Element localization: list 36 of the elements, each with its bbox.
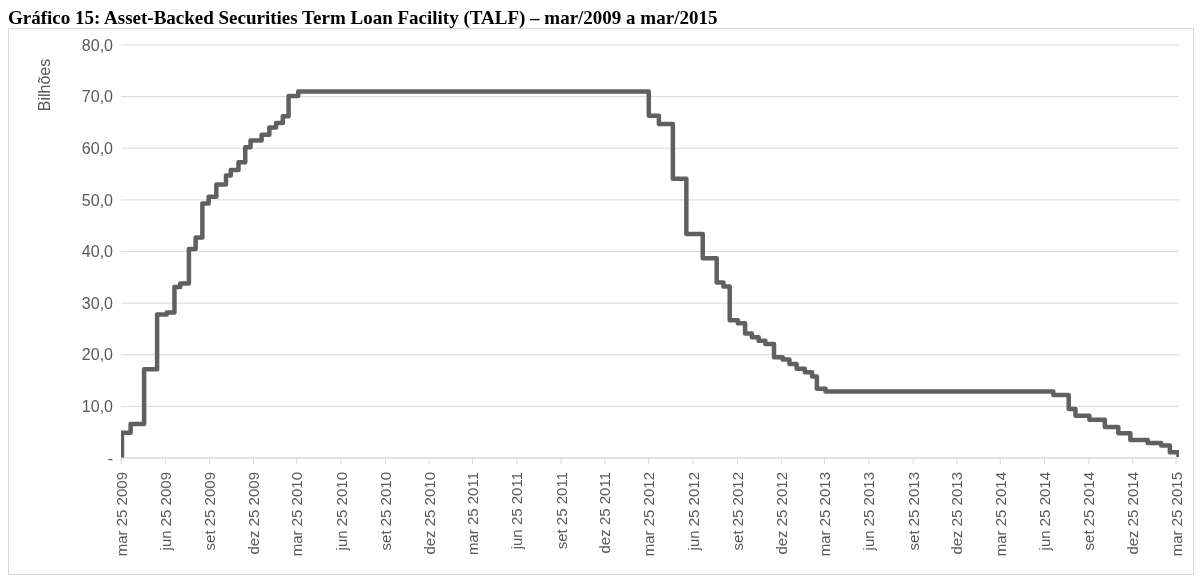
x-tick-label: set 25 2011	[552, 472, 570, 550]
x-tick-label: mar 25 2014	[991, 472, 1009, 557]
x-tick-label: dez 25 2010	[420, 472, 438, 555]
x-tick-label: dez 25 2013	[948, 472, 966, 555]
x-tick-label: jun 25 2009	[156, 472, 174, 552]
chart-title: Gráfico 15: Asset-Backed Securities Term Loan Facility (TALF) – mar/2009 a mar/2015	[8, 7, 719, 28]
x-tick-label: jun 25 2012	[684, 472, 702, 552]
y-tick-label: 50,0	[81, 191, 114, 209]
x-tick-label: jun 25 2014	[1036, 472, 1054, 552]
x-tick-label: mar 25 2010	[288, 472, 306, 557]
x-tick-label: set 25 2010	[376, 472, 394, 551]
y-axis-title: Bilhões	[36, 58, 54, 112]
x-tick-label: dez 25 2011	[596, 472, 614, 554]
y-tick-label: 70,0	[81, 88, 114, 106]
x-tick-label: mar 25 2011	[464, 472, 482, 556]
x-tick-label: set 25 2013	[904, 472, 922, 551]
x-tick-label: dez 25 2014	[1124, 472, 1142, 555]
x-tick-label: dez 25 2009	[244, 472, 262, 555]
y-tick-label: 10,0	[81, 398, 114, 416]
x-tick-label: set 25 2012	[728, 472, 746, 551]
x-tick-label: dez 25 2012	[772, 472, 790, 555]
x-tick-label: jun 25 2013	[860, 472, 878, 552]
x-tick-label: mar 25 2013	[816, 472, 834, 557]
x-tick-label: mar 25 2009	[112, 472, 130, 557]
y-tick-label: 20,0	[81, 346, 114, 364]
y-tick-label: 40,0	[81, 243, 114, 261]
x-tick-label: set 25 2009	[201, 472, 219, 551]
x-tick-label: mar 25 2015	[1167, 472, 1185, 557]
x-tick-label: jun 25 2011	[508, 472, 526, 551]
y-tick-label: 30,0	[81, 294, 114, 312]
x-tick-label: set 25 2014	[1080, 472, 1098, 551]
y-tick-label: 80,0	[81, 36, 114, 54]
y-tick-label: 60,0	[81, 139, 114, 157]
x-tick-label: jun 25 2010	[332, 472, 350, 552]
x-tick-label: mar 25 2012	[640, 472, 658, 557]
y-tick-label: -	[107, 449, 113, 467]
